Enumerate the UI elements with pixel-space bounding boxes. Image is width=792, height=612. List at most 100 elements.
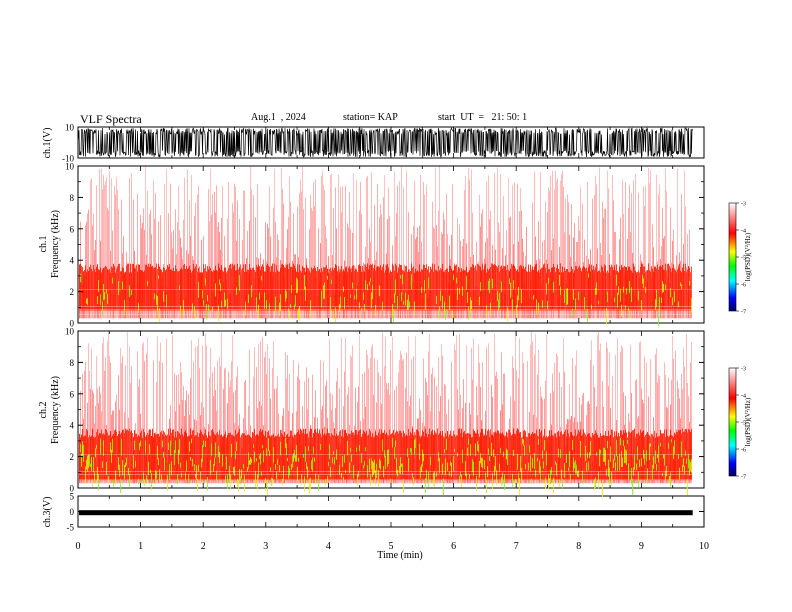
spectrogram-column	[406, 171, 407, 319]
spectrogram-band	[533, 433, 534, 481]
spectrogram-band	[641, 432, 642, 481]
spectrogram-band	[207, 265, 208, 311]
spectrogram-band	[132, 433, 133, 481]
spectrogram-column	[400, 350, 401, 484]
spectrogram-band	[184, 263, 185, 311]
spectrogram-column	[285, 352, 286, 484]
spectrogram-band	[138, 264, 139, 311]
spectrogram-column	[118, 209, 119, 319]
spectrogram-speckle	[470, 444, 471, 456]
spectrogram-column	[89, 370, 90, 484]
spectrogram-column	[143, 342, 144, 484]
spectrogram-band	[531, 271, 532, 311]
spectrogram-band	[101, 429, 102, 481]
spectrogram-band	[493, 436, 494, 481]
spectrogram-band	[93, 265, 94, 311]
spectrogram-band	[519, 266, 520, 311]
spectrogram-column	[214, 191, 215, 319]
spectrogram-band	[561, 431, 562, 481]
spectrogram-column	[620, 217, 621, 319]
spectrogram-speckle	[256, 297, 257, 313]
spectrogram-speckle	[419, 443, 420, 460]
spectrogram-speckle	[665, 470, 666, 481]
spectrogram-band	[259, 266, 260, 311]
spectrogram-column	[490, 210, 491, 319]
spectrogram-band	[183, 436, 184, 481]
spectrogram-column	[293, 359, 294, 484]
sp1-ytick-label: 8	[70, 193, 75, 203]
spectrogram-band	[423, 264, 424, 311]
spectrogram-column	[399, 181, 400, 319]
spectrogram-band	[351, 272, 352, 311]
spectrogram-column	[471, 169, 472, 319]
spectrogram-column	[457, 218, 458, 319]
spectrogram-band	[523, 266, 524, 311]
colorbar-tick-label: -5	[741, 421, 746, 427]
spectrogram-band	[502, 432, 503, 481]
spectrogram-band	[151, 266, 152, 311]
spectrogram-band	[632, 272, 633, 311]
spectrogram-column	[174, 373, 175, 484]
spectrogram-column	[109, 355, 110, 484]
spectrogram-band	[187, 269, 188, 311]
spectrogram-band	[606, 436, 607, 481]
spectrogram-speckle	[180, 462, 181, 468]
spectrogram-band	[242, 433, 243, 481]
spectrogram-speckle	[279, 302, 280, 316]
spectrogram-column	[340, 187, 341, 319]
spectrogram-speckle	[201, 458, 202, 468]
spectrogram-column	[666, 191, 667, 319]
spectrogram-speckle	[410, 448, 411, 453]
spectrogram-band	[670, 429, 671, 481]
spectrogram-column	[273, 207, 274, 319]
spectrogram-band	[106, 430, 107, 481]
spectrogram-speckle	[260, 453, 261, 465]
spectrogram-band	[614, 265, 615, 311]
spectrogram-column	[607, 348, 608, 484]
spectrogram-band	[499, 433, 500, 481]
spectrogram-band	[227, 435, 228, 481]
spectrogram-band	[224, 434, 225, 481]
spectrogram-column	[512, 185, 513, 319]
spectrogram-column	[615, 355, 616, 484]
spectrogram-column	[522, 352, 523, 484]
spectrogram-column	[473, 338, 474, 484]
spectrogram-band	[229, 265, 230, 311]
spectrogram-speckle	[496, 470, 497, 486]
spectrogram-column	[489, 219, 490, 319]
spectrogram-band	[641, 263, 642, 311]
spectrogram-band	[244, 272, 245, 311]
spectrogram-speckle	[253, 444, 254, 448]
spectrogram-speckle	[521, 289, 522, 304]
spectrogram-column	[649, 183, 650, 319]
spectrogram-column	[142, 344, 143, 484]
spectrogram-speckle	[401, 292, 402, 302]
spectrogram-speckle	[313, 446, 314, 454]
spectrogram-column	[374, 204, 375, 319]
spectrogram-band	[183, 265, 184, 311]
spectrogram-column	[479, 362, 480, 484]
spectrogram-band	[370, 264, 371, 311]
spectrogram-speckle	[558, 448, 559, 458]
spectrogram-speckle	[297, 466, 298, 482]
spectrogram-column	[595, 175, 596, 319]
spectrogram-speckle	[370, 278, 371, 282]
spectrogram-band	[94, 437, 95, 481]
spectrogram-speckle	[607, 440, 608, 449]
spectrogram-column	[347, 223, 348, 319]
spectrogram-band	[287, 434, 288, 481]
spectrogram-column	[685, 206, 686, 319]
spectrogram-band	[458, 267, 459, 311]
spectrogram-speckle	[631, 467, 632, 485]
spectrogram-column	[220, 366, 221, 484]
spectrogram-speckle	[144, 479, 145, 486]
spectrogram-column	[494, 173, 495, 319]
spectrogram-band	[435, 269, 436, 311]
spectrogram-speckle	[268, 438, 269, 451]
spectrogram-band	[578, 429, 579, 481]
spectrogram-speckle	[275, 296, 276, 314]
spectrogram-speckle	[616, 274, 617, 286]
spectrogram-column	[556, 353, 557, 484]
spectrogram-column	[513, 368, 514, 484]
spectrogram-band	[439, 270, 440, 311]
